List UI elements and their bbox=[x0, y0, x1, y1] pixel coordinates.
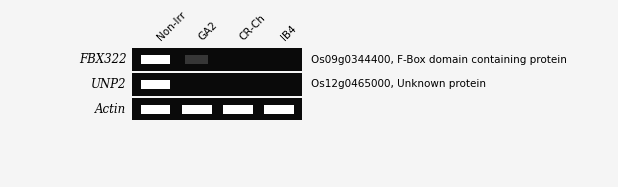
Bar bbox=[265, 105, 294, 114]
Text: Actin: Actin bbox=[95, 103, 127, 116]
Text: Non-Irr: Non-Irr bbox=[155, 10, 188, 43]
Bar bbox=[141, 55, 170, 64]
Text: UNP2: UNP2 bbox=[91, 78, 127, 91]
Bar bbox=[132, 98, 302, 120]
Bar bbox=[140, 105, 170, 114]
Bar bbox=[140, 80, 170, 89]
Text: IB4: IB4 bbox=[279, 24, 298, 43]
Bar bbox=[223, 105, 253, 114]
Text: Os12g0465000, Unknown protein: Os12g0465000, Unknown protein bbox=[311, 79, 486, 89]
Text: Os09g0344400, F-Box domain containing protein: Os09g0344400, F-Box domain containing pr… bbox=[311, 55, 567, 65]
Bar bbox=[132, 73, 302, 96]
Bar bbox=[185, 55, 208, 64]
Bar bbox=[182, 105, 211, 114]
Text: FBX322: FBX322 bbox=[79, 53, 127, 66]
Text: CR-Ch: CR-Ch bbox=[238, 13, 268, 43]
Bar bbox=[132, 48, 302, 71]
Text: GA2: GA2 bbox=[197, 20, 219, 43]
